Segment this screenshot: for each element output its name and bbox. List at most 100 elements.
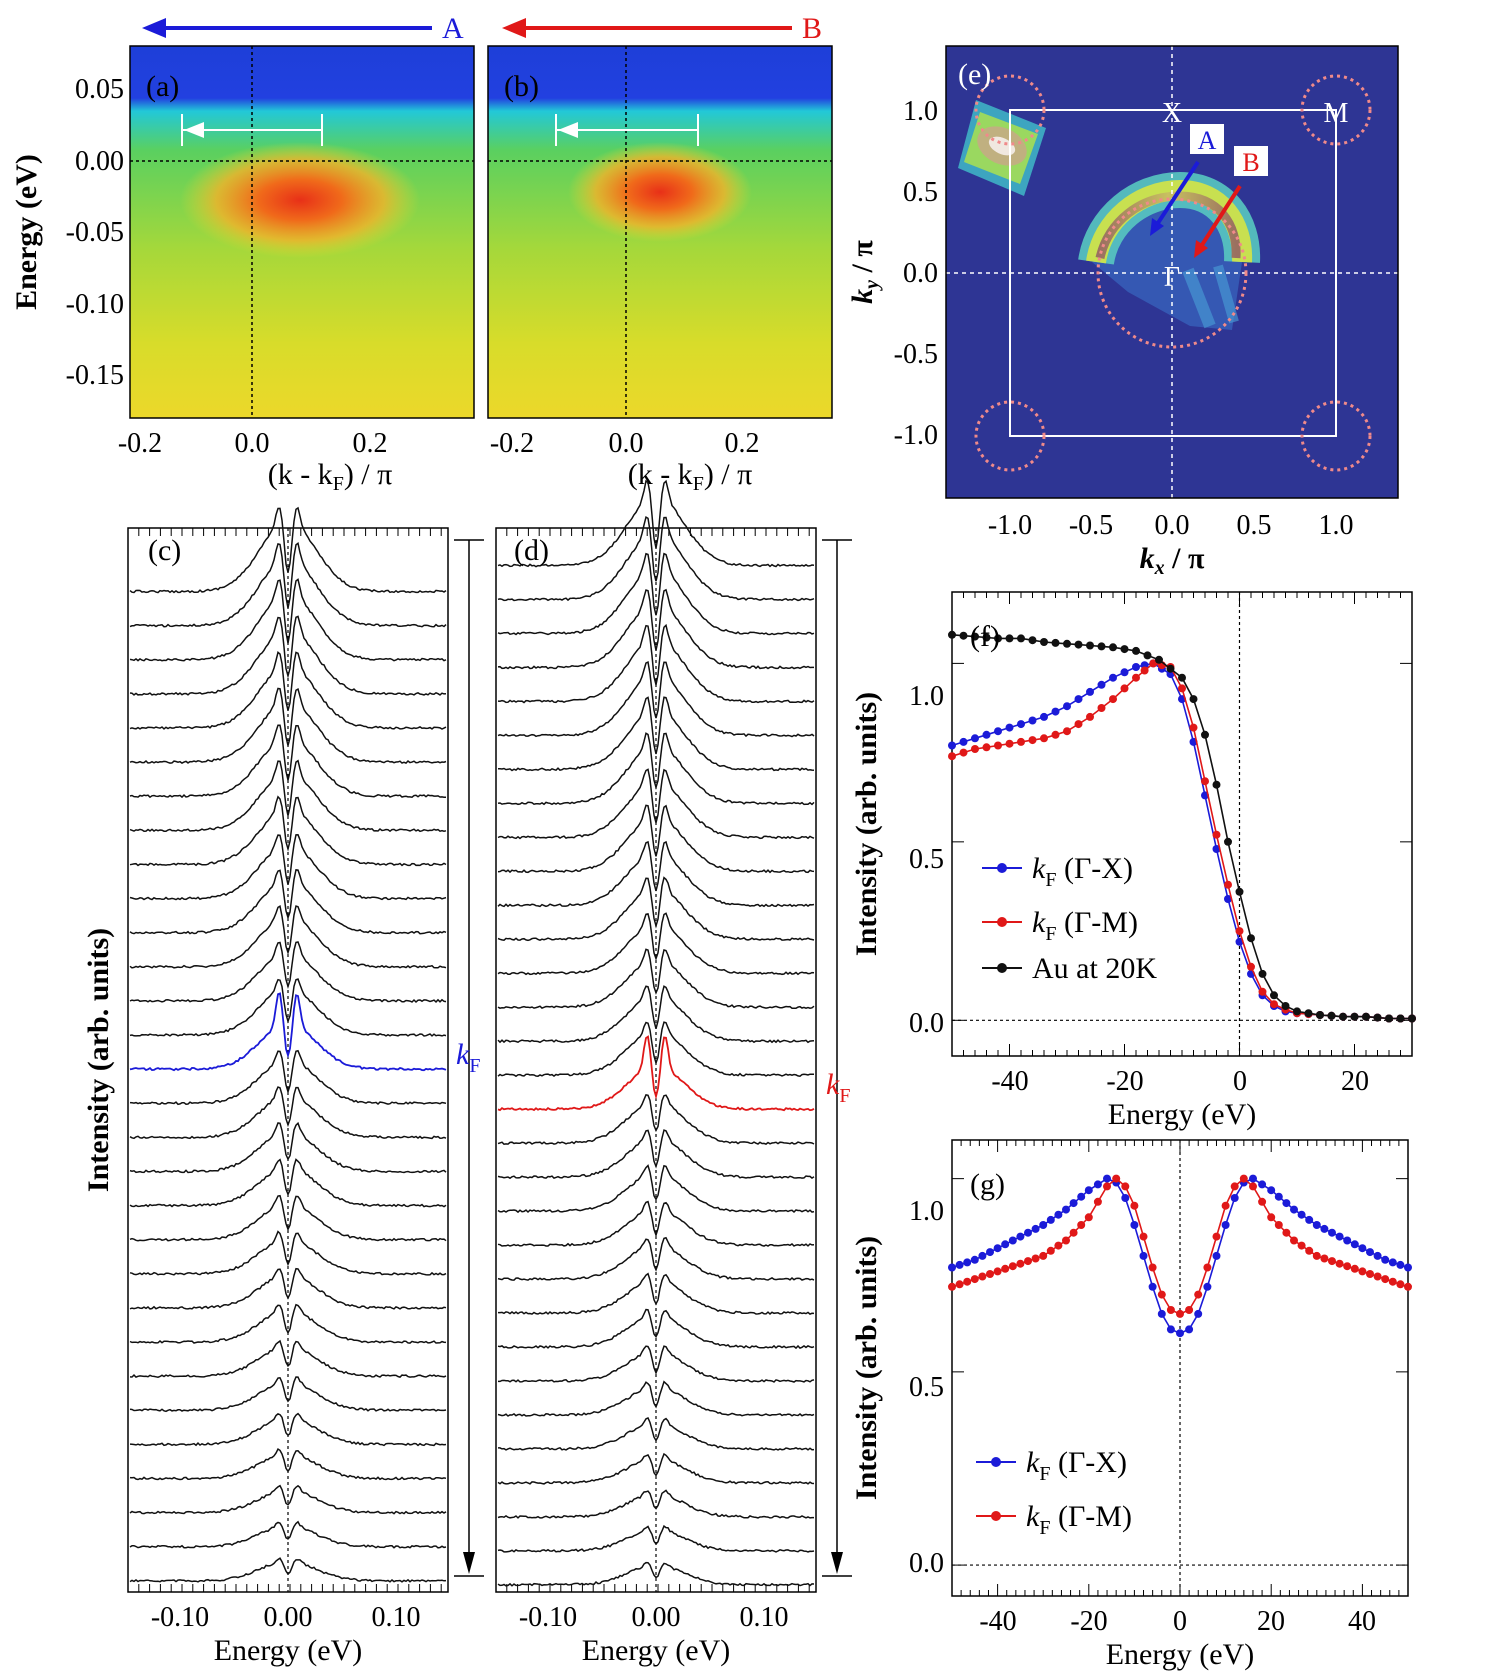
panel-d-label: (d) [514, 534, 549, 567]
xtick-e-4: 1.0 [1319, 510, 1354, 541]
edc-curve [497, 661, 815, 738]
panel-c-xticks: -0.10 0.00 0.10 [151, 1602, 421, 1633]
point-x-label: X [1162, 98, 1182, 129]
data-point [1267, 1186, 1276, 1195]
data-point [1396, 1014, 1405, 1023]
data-point [1039, 1221, 1048, 1229]
panel-b-xticks: -0.2 0.0 0.2 [490, 428, 760, 459]
data-point [1350, 1240, 1359, 1249]
ytick-g-1: 0.5 [909, 1372, 944, 1403]
edc-curve [129, 905, 447, 969]
edc-curve [129, 1412, 447, 1447]
data-point [1062, 1205, 1070, 1214]
data-point [1230, 1194, 1239, 1202]
data-point [982, 633, 991, 642]
data-point [1157, 1309, 1166, 1318]
xtick-g-2: 0 [1173, 1606, 1187, 1637]
data-point [994, 741, 1002, 750]
data-point [1258, 1197, 1267, 1206]
panel-d-curves [497, 479, 815, 1587]
data-point [1373, 1013, 1382, 1022]
data-point [1258, 987, 1267, 996]
edc-curve [129, 1267, 447, 1310]
edc-curve [497, 1200, 815, 1247]
panel-c-minor-ticks [138, 528, 442, 1592]
xtick-c-2: 0.10 [372, 1602, 421, 1633]
data-point [1290, 1236, 1298, 1245]
data-point [1201, 730, 1209, 739]
data-point [1176, 1329, 1184, 1338]
edc-curve [129, 941, 447, 1004]
ytick-g-0: 1.0 [909, 1196, 944, 1227]
data-point [971, 745, 979, 753]
edc-curve [497, 1308, 815, 1350]
series-line [951, 1177, 1409, 1315]
data-point [1185, 1325, 1194, 1334]
edc-curve [129, 1557, 447, 1583]
data-point [1404, 1282, 1412, 1291]
ytick-e-4: -1.0 [894, 420, 938, 451]
svg-text:Au at 20K: Au at 20K [1032, 952, 1157, 985]
edc-curve [497, 876, 815, 942]
data-point [1203, 1263, 1212, 1272]
data-point [1120, 645, 1129, 654]
legend-g-gm: kF (Γ-M) [976, 1500, 1132, 1539]
panel-b-xlabel: (k - kF) / π [628, 458, 753, 495]
ytick-f-2: 0.0 [909, 1008, 944, 1039]
data-point [1385, 1014, 1393, 1023]
hole-pockets [974, 74, 1372, 472]
data-point [1178, 673, 1186, 682]
edc-curve [129, 724, 446, 799]
panel-d-xticks: -0.10 0.00 0.10 [519, 1602, 789, 1633]
panel-g-xticks: -40 -20 0 20 40 [979, 1606, 1376, 1637]
panel-a-yticks: 0.05 0.00 -0.05 -0.10 -0.15 [66, 74, 124, 391]
edc-curve [497, 1236, 815, 1281]
edc-curve [497, 1561, 815, 1587]
edc-curve [497, 948, 815, 1010]
data-point [994, 634, 1002, 643]
ytick-a-4: -0.15 [66, 360, 124, 391]
ytick-e-0: 1.0 [903, 96, 938, 127]
data-point [1008, 1262, 1017, 1271]
edc-curve-kf [129, 992, 447, 1072]
data-point [1031, 1224, 1040, 1233]
svg-text:kF (Γ-X): kF (Γ-X) [1026, 1446, 1127, 1485]
data-point [1017, 737, 1025, 746]
data-point [1155, 655, 1163, 664]
data-point [959, 748, 968, 757]
data-point [1143, 651, 1152, 660]
panel-a-label: (a) [146, 70, 179, 103]
data-point [1258, 969, 1267, 978]
data-point [1328, 1257, 1336, 1266]
xtick-c-0: -0.10 [151, 1602, 209, 1633]
xtick-e-1: -0.5 [1069, 510, 1113, 541]
data-point [1121, 1182, 1130, 1191]
panel-g-label: (g) [970, 1168, 1005, 1201]
edc-curve-kf [497, 1035, 815, 1112]
data-point [978, 1272, 987, 1281]
data-point [1046, 1215, 1055, 1224]
data-point [1008, 1236, 1017, 1245]
data-point [1166, 1306, 1175, 1314]
ytick-f-0: 1.0 [909, 681, 944, 712]
data-point [1297, 1241, 1306, 1250]
edc-curve [497, 1164, 815, 1214]
data-point [1063, 727, 1071, 736]
data-point [1166, 664, 1175, 673]
edc-curve [129, 1484, 447, 1515]
edc-curve [129, 868, 447, 935]
data-point [1112, 1174, 1121, 1183]
data-point [1040, 638, 1048, 646]
data-point [1176, 1309, 1184, 1318]
legend-f-au: Au at 20K [982, 952, 1157, 985]
data-point [1212, 1251, 1221, 1260]
resolution-bar-a [181, 114, 323, 146]
data-point [1316, 1011, 1324, 1019]
data-point [1350, 1264, 1359, 1273]
data-point [1235, 927, 1244, 936]
data-point [963, 1277, 972, 1286]
data-point [955, 1280, 964, 1289]
data-point [1189, 723, 1198, 732]
data-point [982, 730, 991, 739]
